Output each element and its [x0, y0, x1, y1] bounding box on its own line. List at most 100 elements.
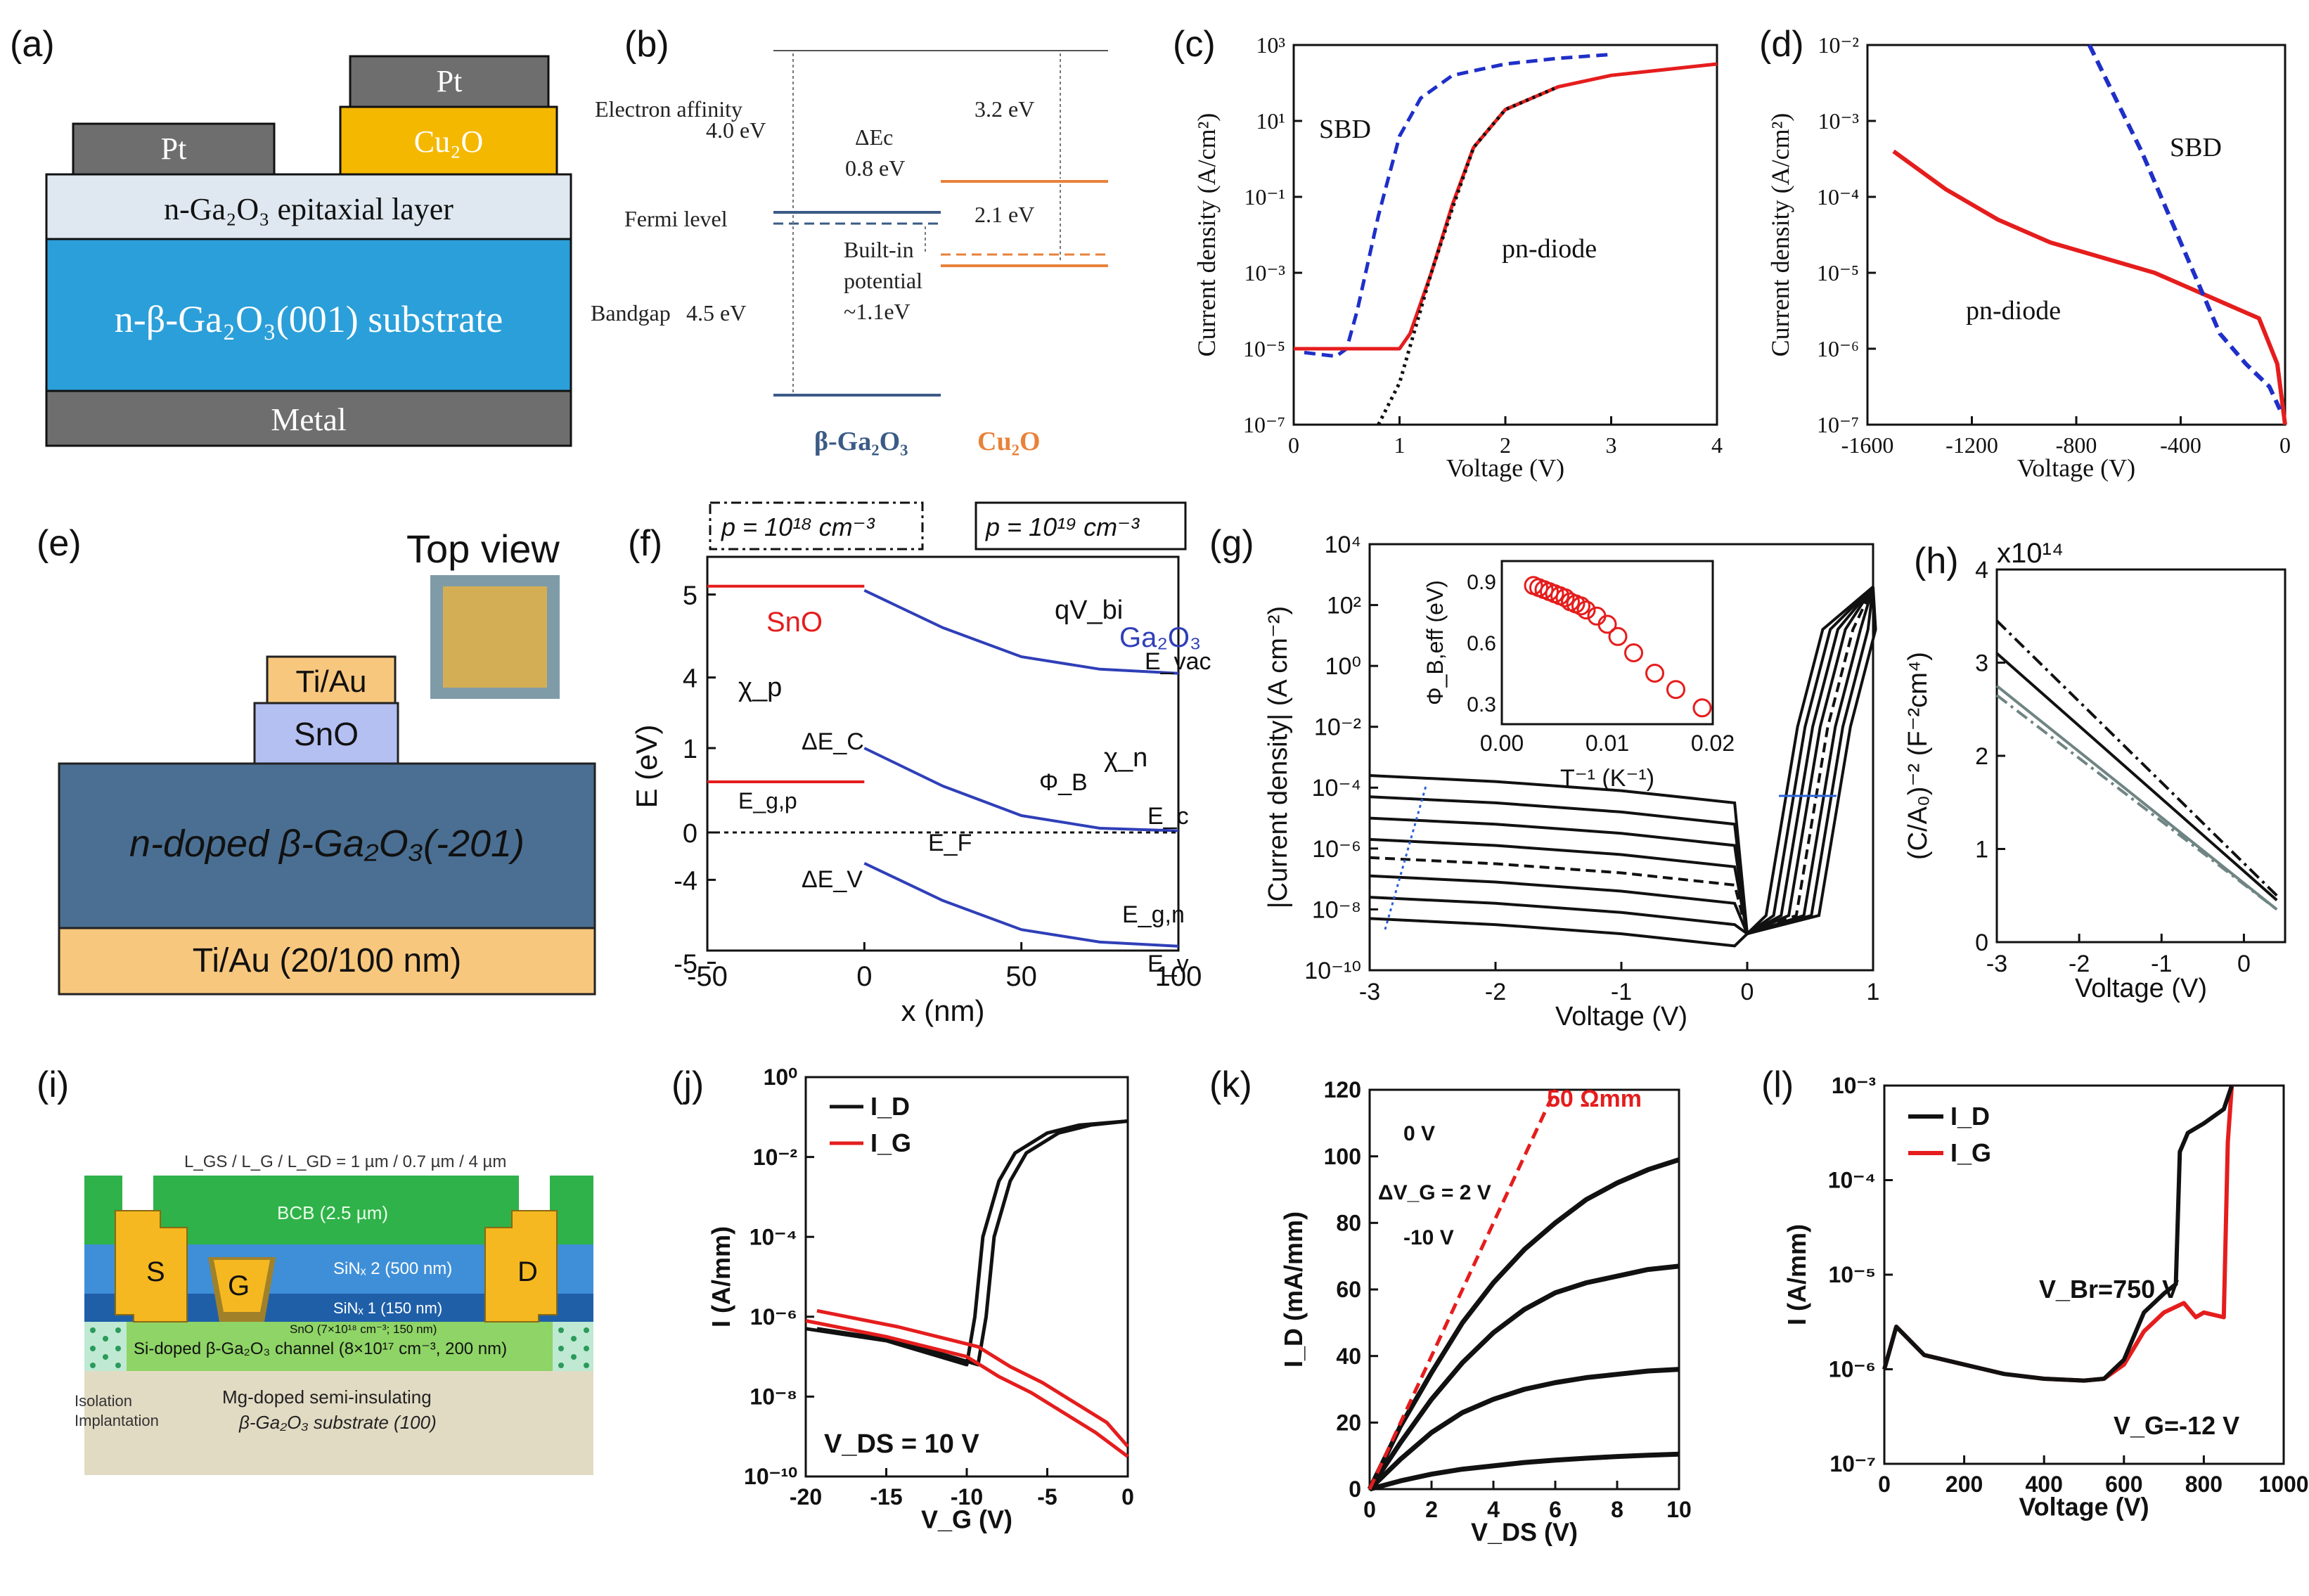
panel-l-y-tick-label: 10⁻⁶ — [1829, 1357, 1876, 1382]
panel-l-y-tick-label: 10⁻⁵ — [1828, 1262, 1876, 1287]
panel-g-x-tick-label: 0 — [1741, 979, 1754, 1005]
sin2-label: SiNₓ 2 (500 nm) — [333, 1259, 452, 1278]
panel-l-x-axis-label: Voltage (V) — [2019, 1493, 2149, 1521]
panel-j-legend-id: I_D — [870, 1092, 910, 1121]
panel-e-stack: Top view Ti/Au SnO n-doped β-Ga₂O₃(-201)… — [58, 527, 596, 996]
bcb-label: BCB (2.5 µm) — [277, 1202, 388, 1223]
panel-l-y-axis-label: I (A/mm) — [1782, 1224, 1811, 1325]
panel-g-x-tick-label: -2 — [1485, 979, 1506, 1005]
top-view-label: Top view — [406, 527, 560, 571]
panel-j-y-tick-label: 10⁻⁸ — [750, 1384, 797, 1410]
panel-d-y-tick-label: 10⁻⁴ — [1817, 184, 1859, 210]
panel-g-inset-point — [1571, 596, 1590, 616]
panel-label-c: (c) — [1173, 24, 1216, 65]
panel-c-y-tick-label: 10⁻³ — [1244, 260, 1285, 285]
panel-j-y-tick-label: 10⁻¹⁰ — [744, 1464, 797, 1489]
panel-c-y-tick-label: 10¹ — [1256, 108, 1285, 134]
panel-j-x-tick-label: -10 — [951, 1484, 983, 1510]
drain-contact — [484, 1210, 558, 1323]
sno-layer — [253, 702, 399, 765]
panel-j-x-tick-label: 0 — [1121, 1484, 1134, 1510]
panel-l-series-i-d — [1882, 1085, 2234, 1383]
panel-j-x-tick-label: -5 — [1037, 1484, 1057, 1510]
isolation-label: Isolation — [75, 1392, 132, 1410]
panel-g-inset-point — [1555, 588, 1575, 607]
panel-g-y-axis-label: |Current density| (A cm⁻²) — [1263, 606, 1293, 908]
panel-f-y-axis-label: E (eV) — [630, 724, 663, 808]
legend-1e19: p = 10¹⁹ cm⁻³ — [985, 513, 1140, 541]
panel-l-x-tick-label: 800 — [2185, 1472, 2223, 1497]
panel-g-inset-y-tick-label: 0.9 — [1467, 571, 1496, 594]
panel-f-x-tick-label: 100 — [1155, 961, 1202, 992]
panel-f-band-label-0: SnO — [766, 607, 823, 638]
panel-g-inset-x-tick-label: 0.00 — [1480, 731, 1524, 756]
panel-f-x-tick-label: 50 — [1005, 961, 1037, 992]
panel-l-legend-ig: I_G — [1950, 1138, 1991, 1167]
panel-g-y-tick-label: 10⁻² — [1314, 714, 1361, 741]
panel-g-chart: -3 -2 -1 0 1 10⁻¹⁰ 10⁻⁸ 10⁻⁶ 10⁻⁴ 10⁻² 10⁰ 10² 10⁴ Vo… — [1263, 532, 1879, 1031]
panel-l-x-tick-label: 1000 — [2258, 1472, 2308, 1497]
panel-c-x-tick-label: 3 — [1606, 432, 1617, 458]
panel-d-y-tick-label: 10⁻⁵ — [1817, 260, 1859, 285]
delta-ec-label: ΔEc — [855, 124, 893, 150]
panel-g-x-tick-label: -3 — [1359, 979, 1380, 1005]
panel-g-inset-point — [1692, 698, 1712, 718]
bcb-gap-left — [122, 1176, 153, 1211]
top-view-image — [443, 586, 547, 688]
panel-k-y-tick-label: 40 — [1336, 1344, 1361, 1369]
panel-f-chart: -50 0 50 100 5 4 1 0 -4 -5 x (nm) E (eV) SnO Ga₂O₃qV_… — [630, 555, 1211, 1027]
sin1-label: SiNₓ 1 (150 nm) — [333, 1299, 442, 1317]
charts-layer: 0 1 2 3 4 10⁻⁷ 10⁻⁵ 10⁻³ 10⁻¹ 10¹ 10³ Voltage (V) Cu… — [630, 32, 2309, 1546]
panel-k-x-tick-label: 10 — [1666, 1497, 1692, 1522]
panel-h-x-tick-label: -2 — [2069, 951, 2090, 977]
panel-k-series-v-g-0 — [1367, 1157, 1680, 1491]
panel-h-y-tick-label: 0 — [1975, 929, 1988, 956]
panel-k-series-v-g-4 — [1368, 1367, 1680, 1491]
panel-k-y-tick-label: 0 — [1349, 1476, 1361, 1502]
panel-h-series-s1 — [1995, 619, 2278, 897]
panel-k-y-tick-label: 80 — [1336, 1211, 1361, 1236]
implantation-label: Implantation — [75, 1412, 159, 1429]
panel-g-y-tick-label: 10² — [1327, 592, 1361, 619]
gate-label: G — [228, 1270, 250, 1301]
panel-c-y-tick-label: 10⁻⁵ — [1243, 336, 1285, 361]
panel-label-j: (j) — [671, 1064, 704, 1105]
panel-l-annotation-vg: V_G=-12 V — [2114, 1411, 2239, 1440]
panel-j-annotation-vds: V_DS = 10 V — [824, 1429, 979, 1459]
panel-f-legend: p = 10¹⁸ cm⁻³ p = 10¹⁹ cm⁻³ — [709, 501, 1187, 551]
panel-label-l: (l) — [1761, 1064, 1794, 1105]
panel-g-y-tick-label: 10⁻⁶ — [1312, 836, 1361, 863]
panel-k-y-axis-label: I_D (mA/mm) — [1279, 1211, 1308, 1367]
panel-c-y-tick-label: 10⁻¹ — [1244, 184, 1285, 210]
ea-ga2o3-value: 4.0 eV — [706, 117, 766, 143]
panel-g-inset-y-tick-label: 0.3 — [1467, 693, 1496, 716]
panel-j-x-axis-label: V_G (V) — [921, 1505, 1012, 1534]
panel-d-y-tick-label: 10⁻⁶ — [1817, 336, 1859, 361]
dims-label: L_GS / L_G / L_GD = 1 µm / 0.7 µm / 4 µm — [184, 1152, 506, 1171]
panel-f-band-label-11: ΔE_V — [802, 866, 863, 893]
panel-k-x-tick-label: 6 — [1549, 1497, 1562, 1522]
ga2o3-substrate-layer — [58, 762, 596, 929]
panel-h-y-tick-label: 1 — [1975, 836, 1988, 863]
substrate-layer — [45, 238, 572, 392]
panel-b-band-diagram: Electron affinity Fermi level Bandgap 4.… — [591, 50, 1108, 456]
channel-label: Si-doped β-Ga₂O₃ channel (8×10¹⁷ cm⁻³, 2… — [134, 1339, 507, 1358]
panel-d-x-tick-label: -1600 — [1841, 432, 1894, 458]
legend-box-1e19 — [975, 501, 1187, 551]
panel-k-y-tick-label: 120 — [1324, 1077, 1361, 1102]
panel-k-series-v-g-6 — [1369, 1451, 1680, 1492]
panel-k-series-v-g-2 — [1368, 1263, 1680, 1491]
panel-g-iv-curve — [1369, 586, 1877, 948]
panel-label-h: (h) — [1914, 541, 1959, 581]
panel-g-inset-point — [1624, 643, 1643, 662]
material-cu2o: Cu₂O — [977, 427, 1041, 456]
cu2o-label: Cu₂O — [414, 124, 483, 159]
cu2o-layer — [339, 105, 558, 176]
panel-g-x-axis-label: Voltage (V) — [1555, 1002, 1687, 1031]
panel-h-y-axis-label: (C/A₀)⁻² (F⁻²cm⁴) — [1903, 652, 1933, 860]
panel-f-y-tick-label: 1 — [683, 735, 697, 764]
delta-ec-value: 0.8 eV — [845, 155, 905, 181]
panel-g-inset-point — [1608, 626, 1628, 646]
panel-f-x-tick-label: -50 — [687, 961, 728, 992]
